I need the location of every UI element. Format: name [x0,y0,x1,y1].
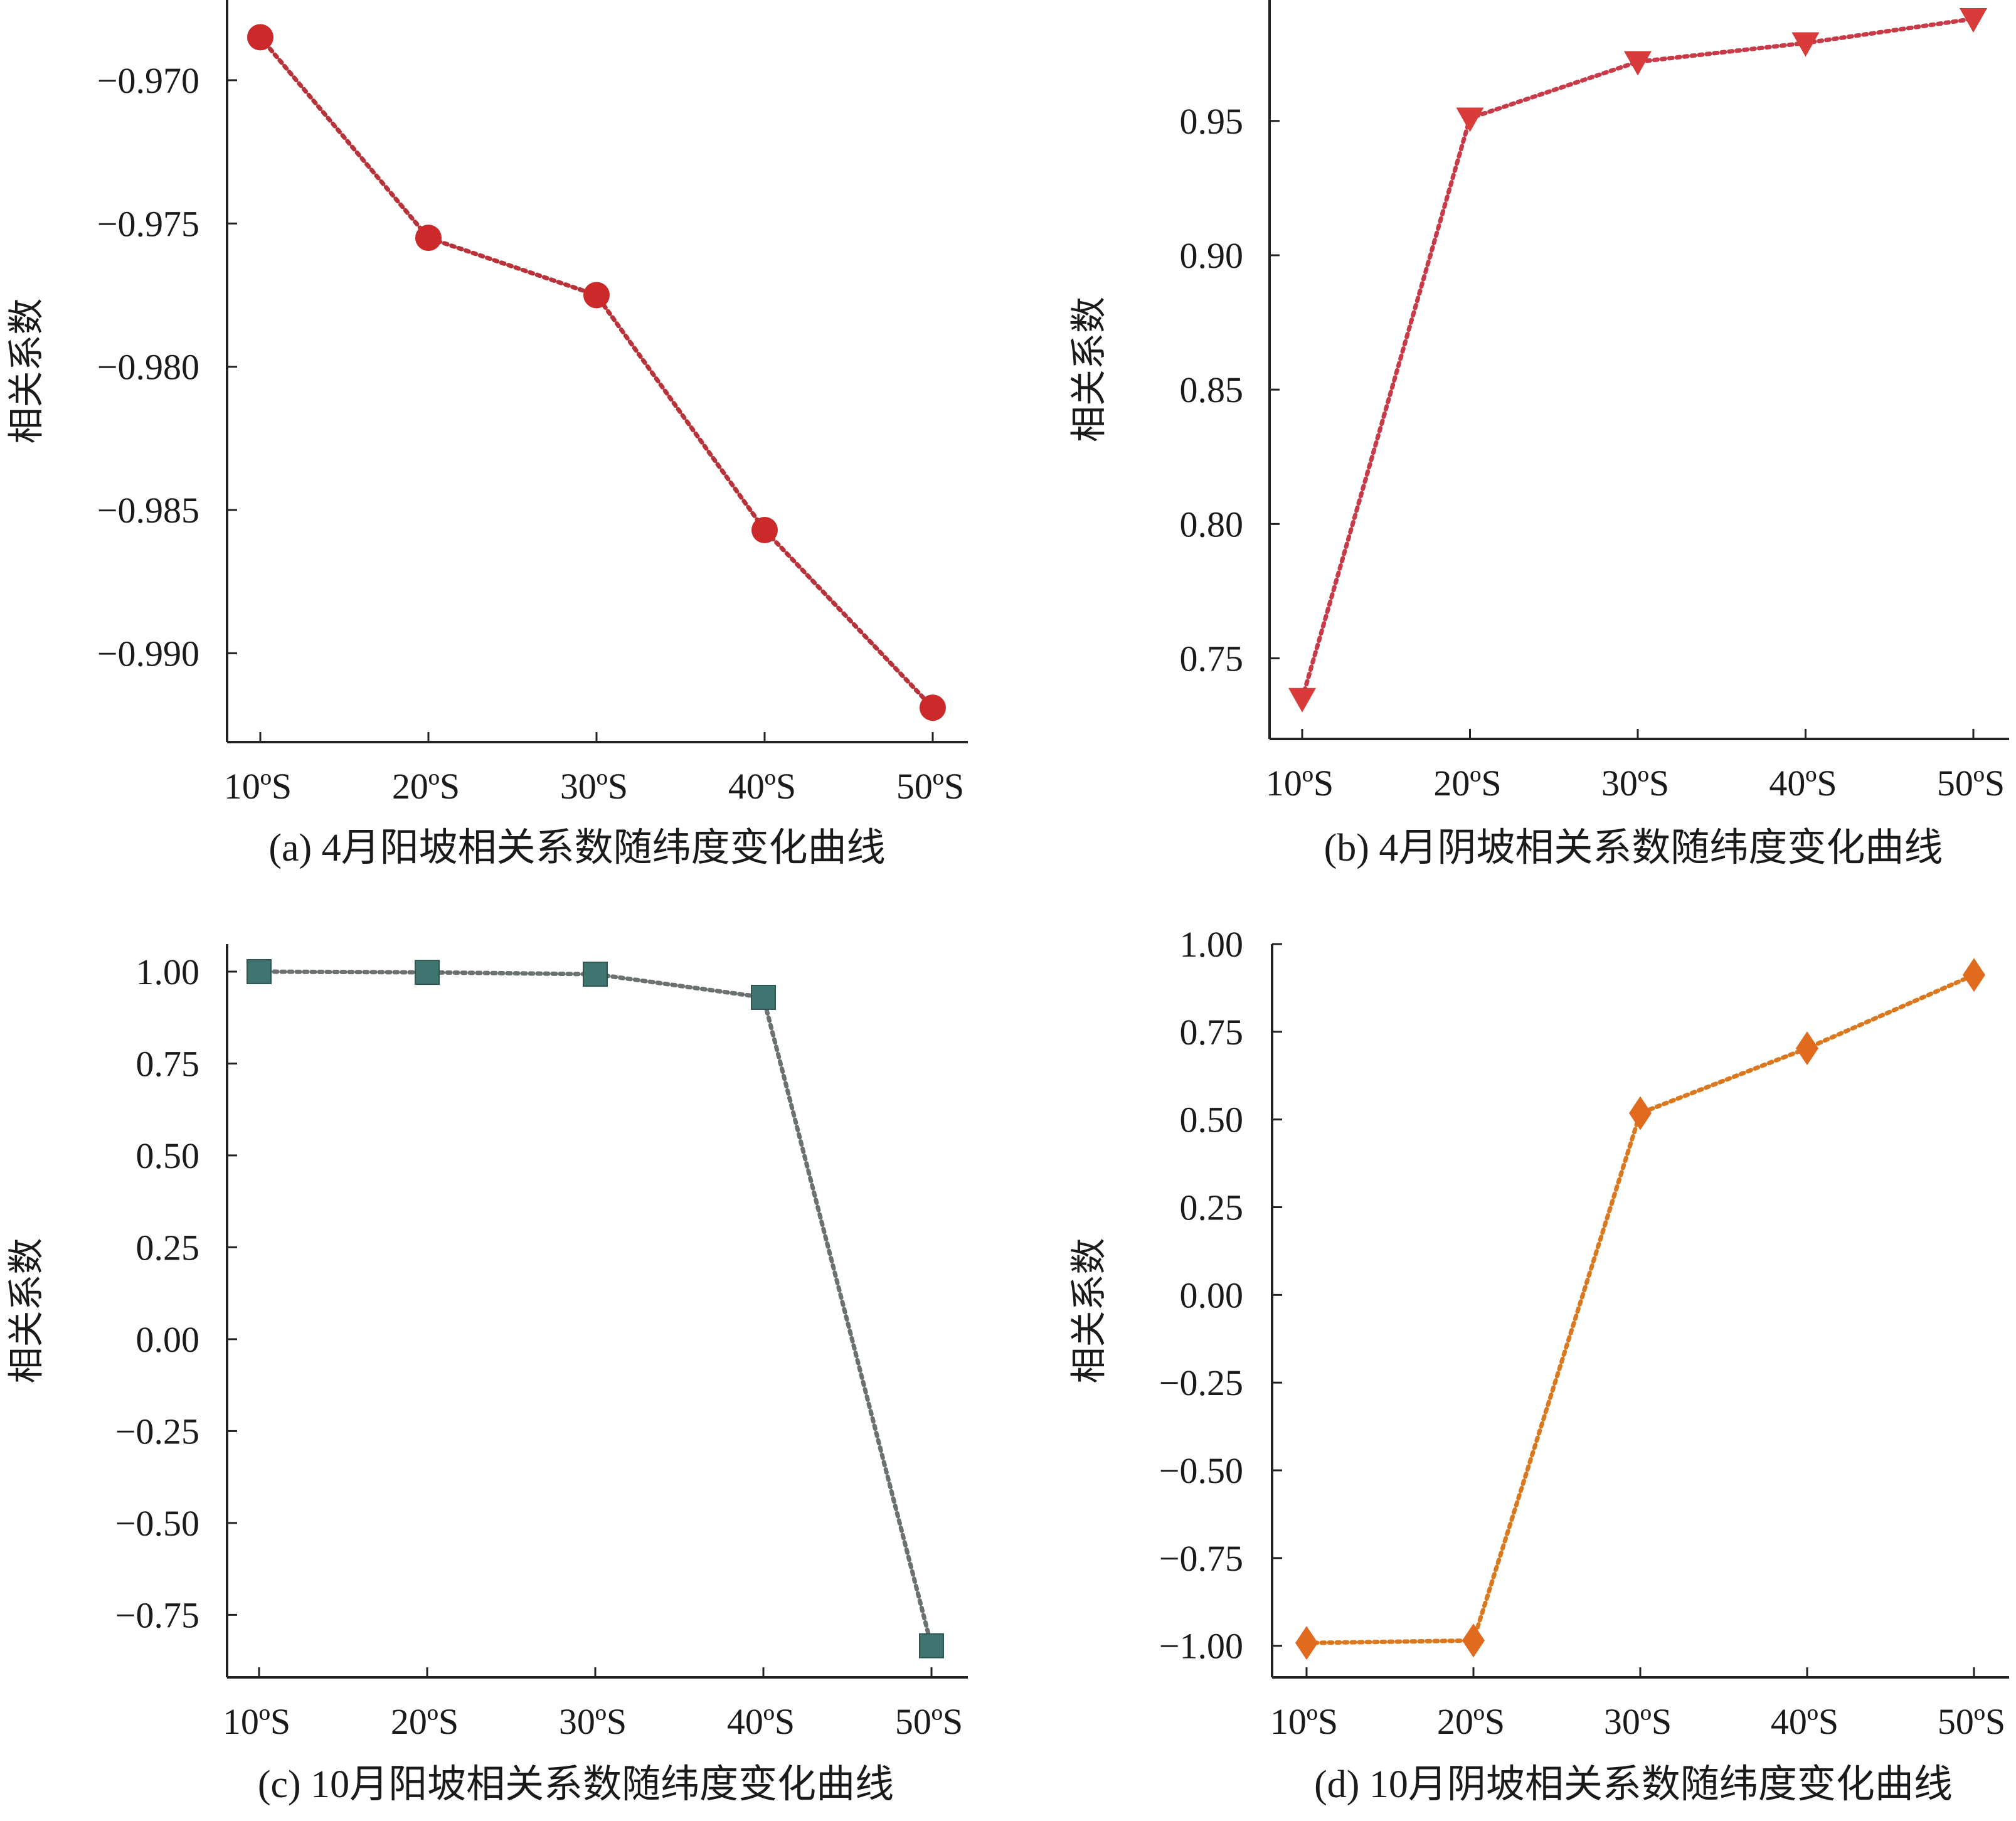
data-point [1791,32,1820,57]
y-tick-label: −0.970 [97,60,199,101]
data-point [1963,958,1985,992]
y-tick-label: −0.75 [115,1595,199,1635]
y-tick-label: 0.85 [1180,369,1244,410]
y-tick-label: −0.980 [97,347,199,388]
x-tick-label: 20ºS [1433,763,1501,804]
data-point [1796,1031,1818,1066]
y-tick-label: 0.80 [1180,504,1244,544]
chart-panel-c: 1.00 0.75 0.50 0.25 0.00 −0.25 −0.50 −0.75 10ºS 2… [6,944,968,1806]
y-axis-title: 相关系数 [6,1238,46,1383]
x-tick-label: 10ºS [1266,763,1334,804]
y-tick-label: 0.95 [1180,101,1244,142]
y-tick-label: 0.25 [1180,1187,1244,1228]
chart-panel-a: −0.970 −0.975 −0.980 −0.985 −0.990 10ºS 20ºS 30… [6,0,968,869]
x-tick-label: 50ºS [1938,1701,2005,1742]
x-tick-label: 40ºS [1771,1701,1838,1742]
chart-caption: (a) 4月阳坡相关系数随纬度变化曲线 [268,827,885,869]
data-point [1456,107,1484,132]
data-point [1629,1096,1652,1130]
y-tick-label: −0.985 [97,490,199,531]
y-tick-label: −1.00 [1159,1626,1243,1667]
x-tick-label: 10ºS [224,766,292,807]
y-tick-label: 0.25 [136,1227,200,1268]
data-point [583,962,608,987]
y-tick-label: 1.00 [1180,924,1244,965]
y-tick-label: −0.25 [115,1411,199,1452]
y-tick-label: −0.975 [97,203,199,244]
data-point [415,960,440,985]
chart-panel-b: 0.75 0.80 0.85 0.90 0.95 10ºS 20ºS 30ºS 40ºS 50ºS… [1068,0,2009,869]
x-tick-label: 20ºS [392,766,460,807]
data-point [919,1633,944,1659]
series-line [258,35,935,710]
chart-caption: (d) 10月阴坡相关系数随纬度变化曲线 [1314,1763,1953,1806]
x-tick-label: 30ºS [1601,763,1669,804]
x-tick-label: 40ºS [727,1701,795,1742]
y-axis-title: 相关系数 [1068,297,1109,442]
x-tick-label: 40ºS [728,766,796,807]
data-point [247,958,272,984]
x-tick-label: 20ºS [391,1701,459,1742]
y-tick-label: 1.00 [136,952,200,992]
data-point [920,694,946,721]
data-point [247,24,273,51]
y-tick-label: −0.50 [1159,1450,1243,1491]
y-tick-label: 0.75 [1180,1012,1244,1053]
x-tick-label: 20ºS [1437,1701,1505,1742]
data-point [583,282,610,309]
chart-caption: (b) 4月阴坡相关系数随纬度变化曲线 [1324,827,1943,869]
y-tick-label: −0.75 [1159,1538,1243,1579]
x-tick-label: 40ºS [1769,763,1837,804]
data-point [1960,8,1987,33]
series-line [1304,972,1976,1645]
y-tick-label: 0.75 [1180,638,1244,679]
data-point [1624,51,1652,76]
y-tick-label: 0.90 [1180,235,1244,276]
y-tick-label: −0.50 [115,1503,199,1544]
chart-panel-d: 1.00 0.75 0.50 0.25 0.00 −0.25 −0.50 −0.75 −1.00… [1068,924,2009,1806]
y-tick-label: −0.25 [1159,1362,1243,1403]
y-axis-title: 相关系数 [1068,1238,1109,1383]
data-point [751,517,778,543]
data-point [1288,688,1316,713]
y-axis-title: 相关系数 [6,298,46,443]
data-point [1462,1623,1485,1658]
data-point [751,984,776,1010]
chart-caption: (c) 10月阳坡相关系数随纬度变化曲线 [258,1763,894,1806]
y-tick-label: 0.75 [136,1043,200,1084]
y-tick-label: 0.50 [1180,1100,1244,1140]
x-tick-label: 10ºS [1270,1701,1338,1742]
x-tick-label: 10ºS [223,1701,290,1742]
x-tick-label: 50ºS [895,1701,963,1742]
series-line [257,969,934,1648]
x-tick-label: 50ºS [896,766,964,807]
y-tick-label: 0.00 [136,1319,200,1360]
data-point [415,225,442,252]
y-tick-label: −0.990 [97,633,199,674]
series-line [1300,16,1976,701]
x-tick-label: 50ºS [1937,763,2005,804]
y-tick-label: 0.00 [1180,1275,1244,1315]
x-tick-label: 30ºS [560,766,628,807]
x-tick-label: 30ºS [1604,1701,1672,1742]
y-tick-label: 0.50 [136,1135,200,1176]
data-point [1295,1626,1318,1660]
x-tick-label: 30ºS [559,1701,627,1742]
